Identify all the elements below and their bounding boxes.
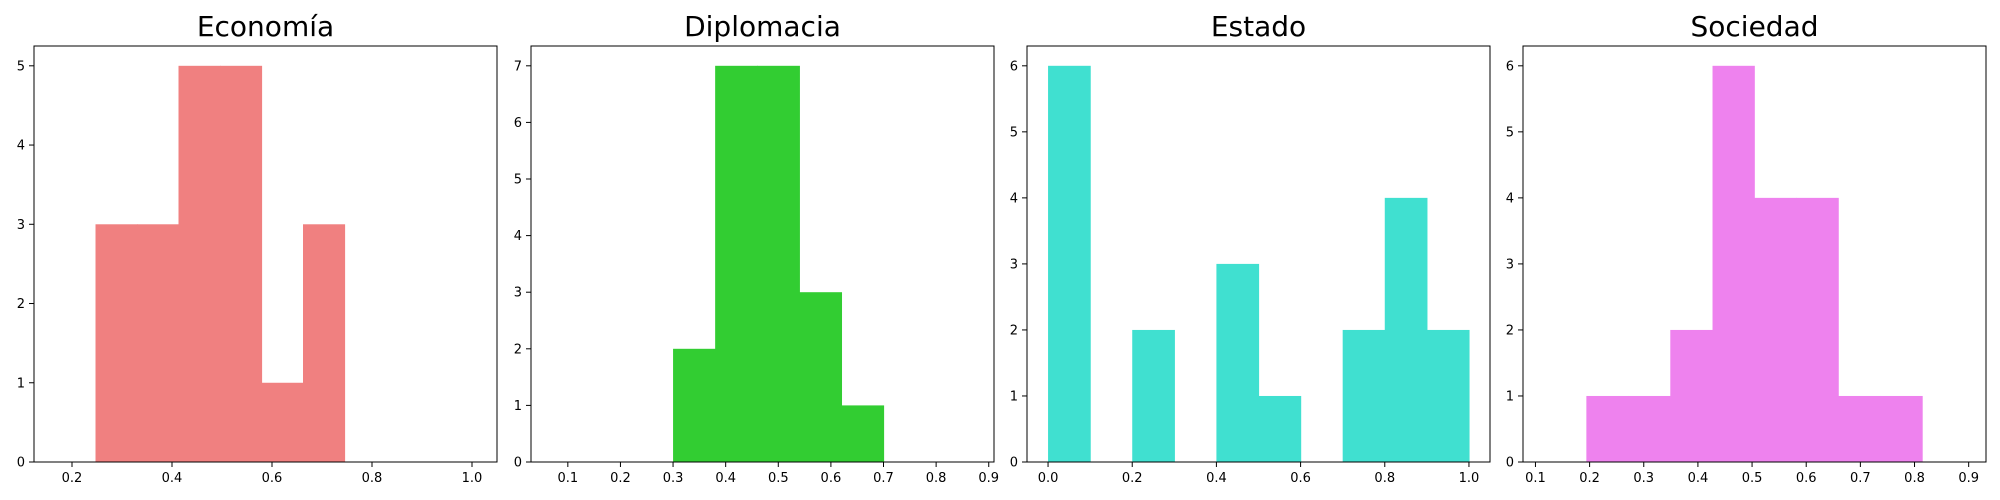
- axes-frame: [1522, 45, 1987, 463]
- axes-frame: [33, 45, 498, 463]
- y-tick-label: 4: [17, 139, 25, 154]
- y-tick-label: 2: [1010, 323, 1018, 338]
- histogram-bar: [95, 224, 138, 462]
- histogram-bar: [1342, 329, 1386, 462]
- y-tick-label: 5: [1010, 125, 1018, 140]
- y-tick-label: 4: [1010, 191, 1018, 206]
- x-tick-label: 0.4: [1688, 471, 1709, 486]
- chart-title: Sociedad: [1690, 10, 1818, 43]
- histogram-bar: [137, 224, 180, 462]
- x-tick-label: 0.2: [62, 471, 83, 486]
- chart-title: Diplomacia: [684, 10, 841, 43]
- x-tick-label: 0.4: [1206, 471, 1227, 486]
- chart-title: Economía: [197, 10, 334, 43]
- y-tick-label: 1: [1506, 389, 1514, 404]
- y-tick-label: 3: [1010, 257, 1018, 272]
- y-tick-label: 2: [1506, 323, 1514, 338]
- x-tick-label: 0.2: [1122, 471, 1143, 486]
- chart-title: Estado: [1211, 10, 1306, 43]
- axes-frame: [530, 45, 995, 463]
- x-tick-label: 0.1: [1525, 471, 1546, 486]
- histogram-bar: [1384, 197, 1428, 462]
- x-tick-label: 0.9: [1958, 471, 1979, 486]
- x-tick-label: 0.8: [926, 471, 947, 486]
- histogram-bar: [1838, 395, 1881, 462]
- x-tick-label: 0.6: [1796, 471, 1817, 486]
- chart-panel: 0.1 0.2 0.3 0.4 0.5 0.6 0.7 0.8 0.9 0 1 2 3 4 5 6 7 Diplo…: [514, 10, 999, 486]
- histogram-bar: [1796, 197, 1839, 462]
- x-tick-label: 0.8: [362, 471, 383, 486]
- y-tick-label: 2: [514, 342, 522, 357]
- x-tick-label: 1.0: [1459, 471, 1480, 486]
- chart-panel: 0.1 0.2 0.3 0.4 0.5 0.6 0.7 0.8 0.9 0 1 2 3 4 5 6 Socied…: [1506, 10, 1987, 486]
- x-tick-label: 0.8: [1374, 471, 1395, 486]
- x-tick-label: 0.3: [663, 471, 684, 486]
- histogram-bar: [220, 65, 263, 462]
- x-tick-label: 0.5: [1742, 471, 1763, 486]
- y-tick-label: 7: [514, 59, 522, 74]
- x-tick-label: 0.2: [1579, 471, 1600, 486]
- histogram-bar: [261, 382, 304, 462]
- histogram-bar: [1132, 329, 1175, 462]
- axes-frame: [1026, 45, 1491, 463]
- y-tick-label: 1: [514, 399, 522, 414]
- x-tick-label: 0.6: [262, 471, 283, 486]
- x-tick-label: 0.2: [610, 471, 631, 486]
- y-tick-label: 0: [1506, 456, 1514, 471]
- histogram-bar: [757, 65, 800, 462]
- chart-panel: 0.2 0.4 0.6 0.8 1.0 0 1 2 3 4 5 Economía: [17, 10, 498, 486]
- x-tick-label: 0.4: [715, 471, 736, 486]
- x-tick-label: 0.6: [1290, 471, 1311, 486]
- histogram-bar: [1048, 65, 1091, 462]
- y-tick-label: 6: [514, 116, 522, 131]
- y-tick-label: 0: [1010, 456, 1018, 471]
- x-tick-label: 0.8: [1904, 471, 1925, 486]
- y-tick-label: 5: [17, 59, 25, 74]
- x-tick-label: 0.5: [768, 471, 789, 486]
- x-tick-label: 1.0: [462, 471, 483, 486]
- x-tick-label: 0.6: [821, 471, 842, 486]
- histogram-bar: [841, 405, 885, 462]
- x-tick-label: 0.7: [873, 471, 894, 486]
- x-tick-label: 0.7: [1850, 471, 1871, 486]
- histogram-bar: [1670, 329, 1714, 462]
- y-tick-label: 6: [1010, 59, 1018, 74]
- y-tick-label: 1: [1010, 389, 1018, 404]
- histogram-bar: [178, 65, 221, 462]
- y-tick-label: 3: [17, 218, 25, 233]
- x-tick-label: 0.9: [978, 471, 999, 486]
- histogram-bar: [1712, 65, 1755, 462]
- histogram-bar: [1586, 395, 1629, 462]
- histogram-bar: [1628, 395, 1671, 462]
- x-tick-label: 0.3: [1633, 471, 1654, 486]
- y-tick-label: 3: [1506, 257, 1514, 272]
- histogram-bar: [1754, 197, 1798, 462]
- y-tick-label: 3: [514, 286, 522, 301]
- histogram-bar: [1880, 395, 1923, 462]
- y-tick-label: 4: [514, 229, 522, 244]
- histogram-bar: [715, 65, 758, 462]
- y-tick-label: 4: [1506, 191, 1514, 206]
- y-tick-label: 0: [17, 456, 25, 471]
- y-tick-label: 1: [17, 376, 25, 391]
- histogram-bar: [1426, 329, 1470, 462]
- chart-panel: 0.0 0.2 0.4 0.6 0.8 1.0 0 1 2 3 4 5 6 Estado: [1010, 10, 1491, 486]
- histogram-bar: [799, 292, 843, 462]
- y-tick-label: 5: [514, 173, 522, 188]
- y-tick-label: 5: [1506, 125, 1514, 140]
- histogram-bar: [303, 224, 346, 462]
- histogram-bar: [673, 348, 716, 462]
- x-tick-label: 0.1: [557, 471, 578, 486]
- y-tick-label: 0: [514, 456, 522, 471]
- histogram-bar: [1216, 263, 1260, 462]
- y-tick-label: 2: [17, 297, 25, 312]
- y-tick-label: 6: [1506, 59, 1514, 74]
- histogram-bar: [1258, 395, 1302, 462]
- x-tick-label: 0.0: [1038, 471, 1059, 486]
- x-tick-label: 0.4: [162, 471, 183, 486]
